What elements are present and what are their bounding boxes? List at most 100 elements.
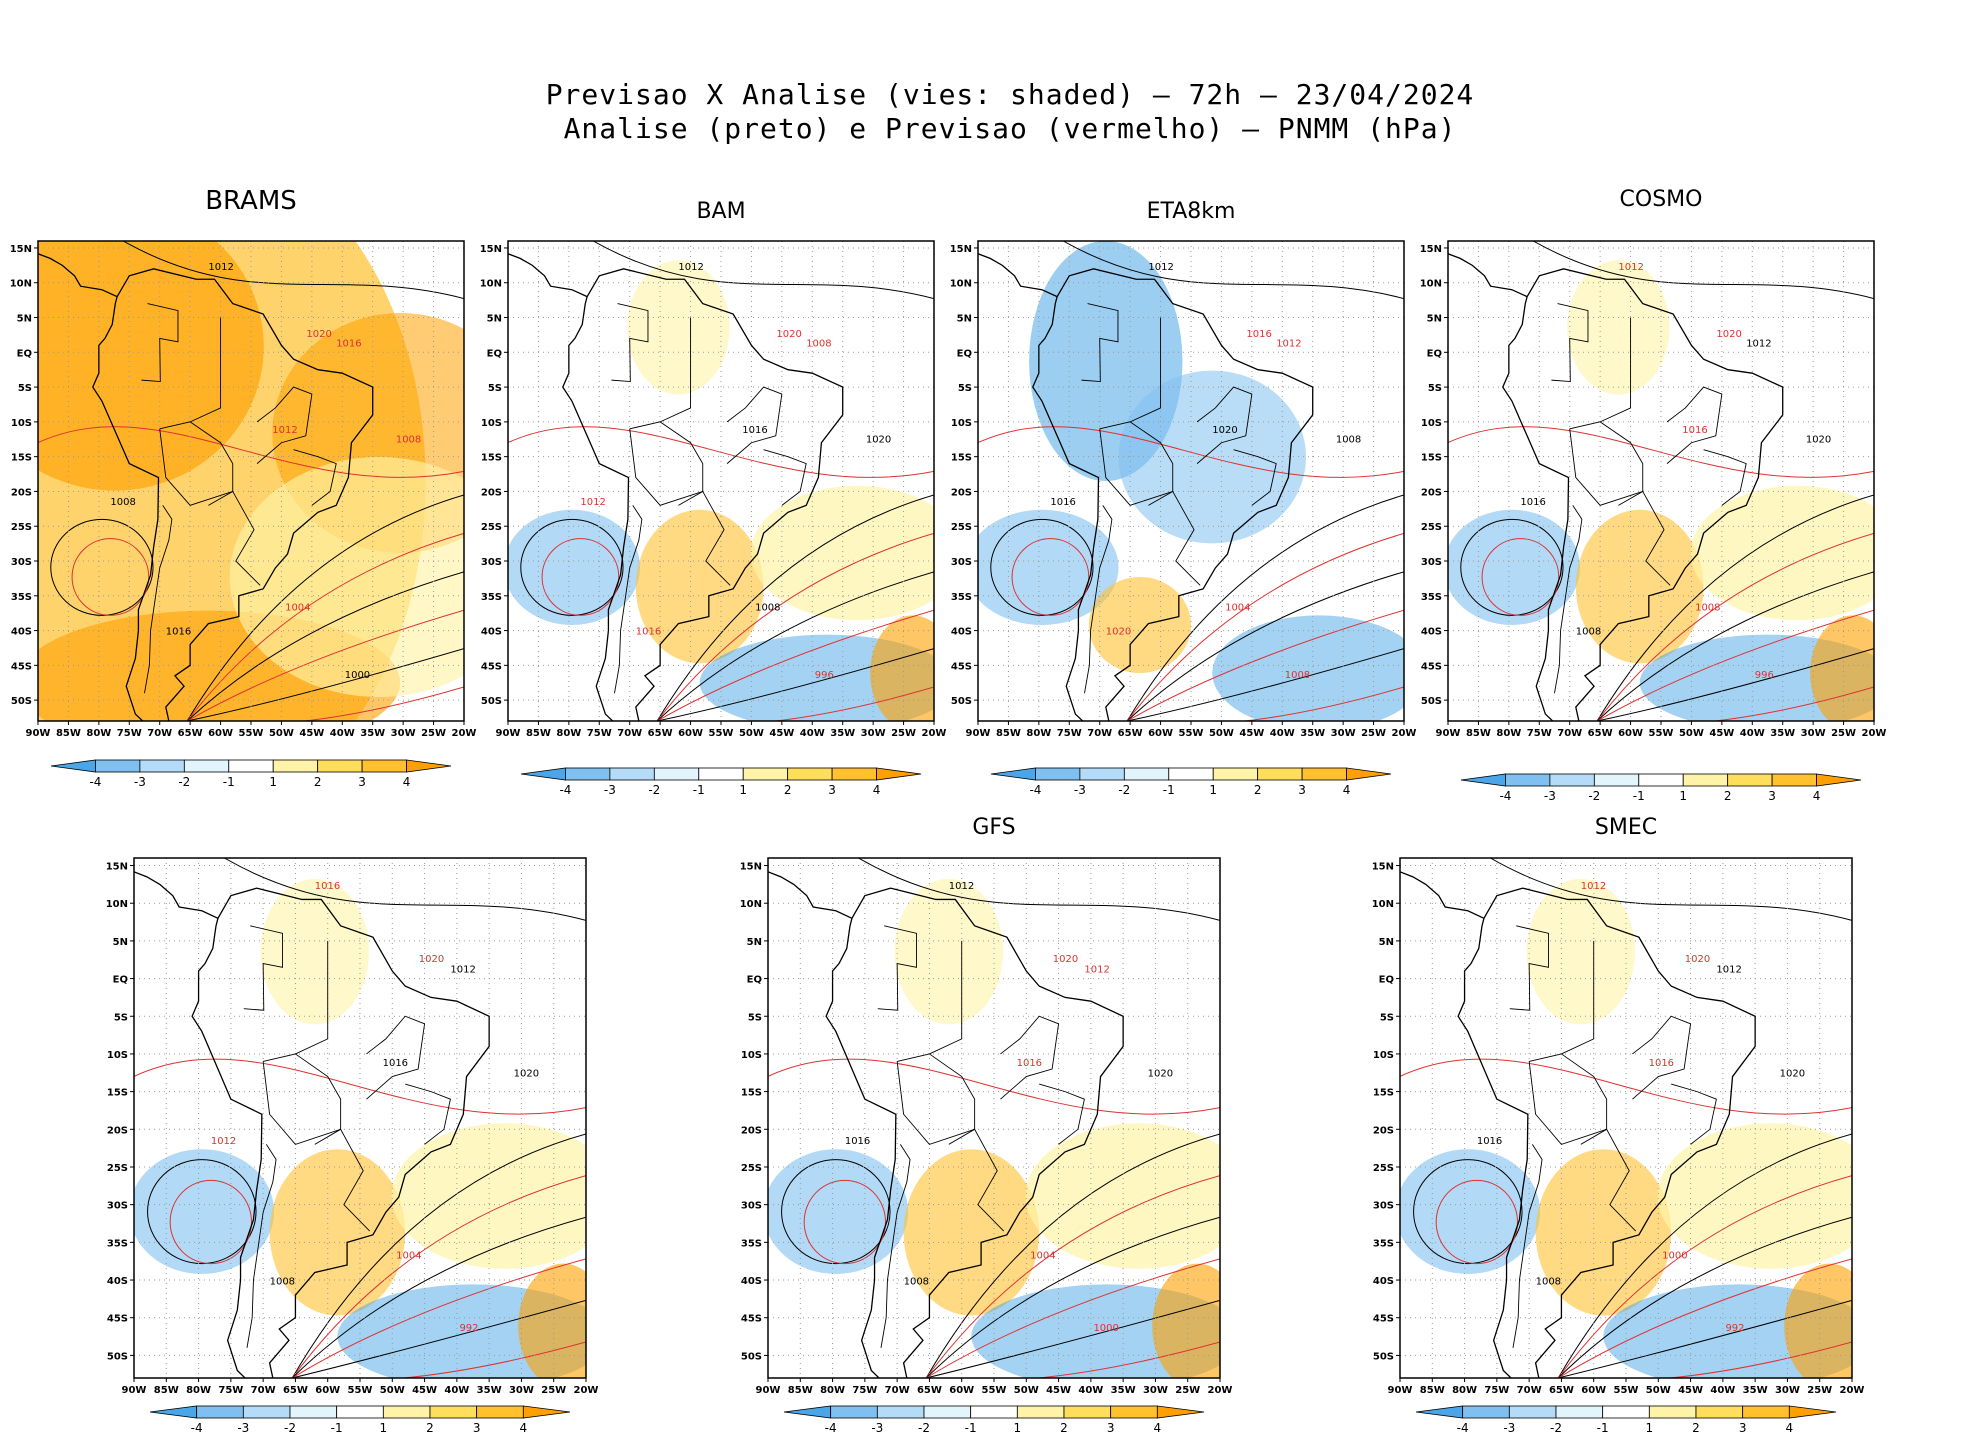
bias-shading-patch <box>1400 1149 1541 1274</box>
colorbar-segment <box>831 767 877 781</box>
colorbar-segment <box>970 1405 1018 1419</box>
lon-tick-label: 55W <box>709 728 734 739</box>
contour-label: 1016 <box>315 881 340 892</box>
country-border <box>629 317 692 430</box>
lon-tick-label: 45W <box>769 728 794 739</box>
isobar-line <box>224 858 586 921</box>
colorbar-label: 4 <box>520 1421 528 1435</box>
lat-tick-label: 35S <box>1373 1238 1394 1249</box>
lat-tick-label: 30S <box>951 557 972 568</box>
colorbar-segment <box>1016 1405 1065 1419</box>
lon-tick-label: 50W <box>1209 728 1234 739</box>
isobar-line <box>292 1299 586 1378</box>
colorbar-segment <box>1638 773 1684 787</box>
lon-tick-label: 70W <box>885 1385 910 1396</box>
isobar-line <box>50 518 154 616</box>
colorbar: -4 -3 -2 -1 1 2 3 4 <box>520 767 922 797</box>
colorbar-segment <box>876 767 922 781</box>
colorbar-segment <box>336 1405 384 1419</box>
lat-tick-label: 15S <box>951 453 972 464</box>
isobar-line <box>1126 571 1404 721</box>
isobar-line <box>186 609 464 721</box>
colorbar-segment <box>1695 1405 1744 1419</box>
lon-tick-label: 90W <box>966 728 991 739</box>
contour-label: 1012 <box>208 262 233 273</box>
contour-label: 1012 <box>1618 262 1643 273</box>
country-border <box>678 490 731 586</box>
isobar-line <box>1557 1258 1852 1378</box>
lon-tick-label: 65W <box>1588 728 1613 739</box>
isobar-line <box>656 571 934 721</box>
lon-tick-label: 60W <box>1148 728 1173 739</box>
lat-tick-label: 40S <box>1421 627 1442 638</box>
colorbar-segment <box>1110 1405 1158 1419</box>
contour-label: 1020 <box>1053 954 1078 965</box>
country-border <box>1039 1083 1085 1145</box>
country-border <box>144 505 173 694</box>
colorbar-label: -1 <box>223 775 235 789</box>
lat-tick-label: 30S <box>107 1201 128 1212</box>
lon-tick-label: 85W <box>1466 728 1491 739</box>
colorbar-segment <box>742 767 789 781</box>
lon-tick-label: 35W <box>360 728 385 739</box>
lat-tick-label: 10N <box>106 899 128 910</box>
lon-tick-label: 70W <box>147 728 172 739</box>
lat-tick-label: 50S <box>107 1351 128 1362</box>
colorbar-segment <box>783 1405 832 1419</box>
country-border <box>1512 1144 1543 1348</box>
isobar-line <box>1596 609 1874 721</box>
country-border <box>1099 317 1162 430</box>
colorbar: -4 -3 -2 -1 1 2 3 4 <box>1460 773 1862 803</box>
colorbar-label: 1 <box>1646 1421 1654 1435</box>
colorbar-segment <box>1035 767 1081 781</box>
lat-tick-label: 10S <box>107 1050 128 1061</box>
map-content: 1012 1012 1016 1020 1008 1016 1020 1004 1008 <box>978 241 1404 721</box>
map-panel: COSMO 1012 1012 1016 1016 1020 1020 1008 1008 996… <box>1420 187 1887 803</box>
colorbar-segment <box>317 759 363 773</box>
isobar-line <box>541 538 620 616</box>
isobar-line <box>1596 571 1874 721</box>
colorbar-segment <box>429 1405 478 1419</box>
colorbar-label: 1 <box>269 775 277 789</box>
bias-shading-patch <box>1212 615 1404 721</box>
lat-tick-label: 10N <box>480 279 502 290</box>
contour-label: 1004 <box>1225 603 1250 614</box>
lat-tick-label: 40S <box>11 627 32 638</box>
map-panel: 1016101210121016102010201008100499215N10… <box>106 857 598 1435</box>
colorbar-label: -2 <box>1588 789 1600 803</box>
colorbar: -4 -3 -2 -1 1 2 3 4 <box>149 1405 571 1435</box>
lon-tick-label: 40W <box>330 728 355 739</box>
lon-tick-label: 75W <box>852 1385 877 1396</box>
lat-tick-label: 10N <box>1420 279 1442 290</box>
lon-tick-label: 90W <box>26 728 51 739</box>
lat-tick-label: 50S <box>741 1351 762 1362</box>
lat-tick-label: 40S <box>107 1276 128 1287</box>
colorbar-label: 3 <box>358 775 366 789</box>
colorbar-segment <box>1462 1405 1510 1419</box>
colorbar-segment <box>1168 767 1214 781</box>
colorbar-label: -3 <box>871 1421 883 1435</box>
lat-tick-label: 35S <box>11 592 32 603</box>
colorbar-segment <box>1301 767 1347 781</box>
contour-label: 1020 <box>1106 627 1131 638</box>
lon-tick-label: 55W <box>348 1385 373 1396</box>
lat-tick-label: EQ <box>747 975 762 986</box>
colorbar-label: -1 <box>693 783 705 797</box>
lon-tick-label: 60W <box>949 1385 974 1396</box>
colorbar-label: -4 <box>1499 789 1511 803</box>
contour-label: 1016 <box>1017 1058 1042 1069</box>
contour-label: 1008 <box>110 497 135 508</box>
lat-tick-label: 50S <box>481 696 502 707</box>
colorbar-label: -2 <box>178 775 190 789</box>
lon-tick-label: 50W <box>1014 1385 1039 1396</box>
isobar-line <box>134 1058 586 1115</box>
isobar-line <box>122 241 464 300</box>
lat-tick-label: 10N <box>740 899 762 910</box>
colorbar-segment <box>923 1405 972 1419</box>
country-border <box>611 303 649 383</box>
lon-tick-label: 65W <box>1549 1385 1574 1396</box>
contour-label: 1016 <box>383 1058 408 1069</box>
colorbar-segment <box>242 1405 291 1419</box>
lon-tick-label: 90W <box>1436 728 1461 739</box>
lat-tick-label: 5S <box>1428 383 1442 394</box>
